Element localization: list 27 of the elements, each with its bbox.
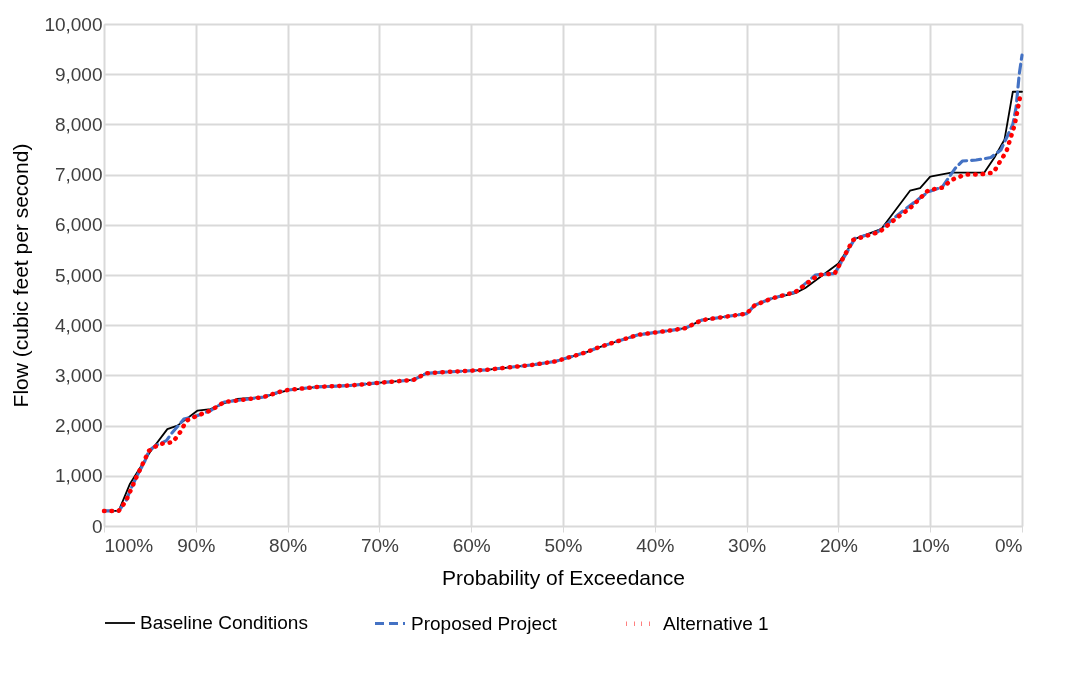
x-tick-label: 20%: [819, 534, 859, 556]
x-tick-label: 90%: [177, 534, 216, 556]
legend-label: Alternative 1: [663, 612, 769, 634]
y-tick-label: 10,000: [44, 13, 103, 35]
y-tick-label: 0: [91, 515, 103, 537]
y-tick-label: 4,000: [54, 314, 103, 336]
x-tick-label: 30%: [728, 534, 767, 556]
x-axis-title: Probability of Exceedance: [442, 565, 685, 589]
x-tick-label: 0%: [995, 534, 1023, 556]
x-tick-label: 70%: [360, 534, 400, 556]
y-tick-label: 2,000: [54, 415, 103, 437]
x-tick-label: 10%: [911, 534, 950, 556]
x-tick-label: 80%: [269, 534, 308, 556]
legend-label: Proposed Project: [411, 612, 558, 634]
y-tick-label: 3,000: [54, 364, 103, 386]
x-tick-label: 60%: [452, 534, 491, 556]
x-tick-label: 50%: [544, 534, 583, 556]
y-tick-label: 5,000: [54, 264, 103, 286]
y-tick-label: 1,000: [54, 465, 103, 487]
x-tick-label: 100%: [104, 534, 154, 556]
y-tick-label: 9,000: [54, 63, 103, 85]
legend-label: Baseline Conditions: [140, 612, 308, 633]
x-tick-label: 40%: [636, 534, 675, 556]
y-tick-label: 8,000: [54, 113, 103, 135]
y-axis-title: Flow (cubic feet per second): [9, 143, 33, 408]
y-tick-label: 7,000: [54, 164, 103, 186]
y-tick-label: 6,000: [54, 214, 103, 236]
